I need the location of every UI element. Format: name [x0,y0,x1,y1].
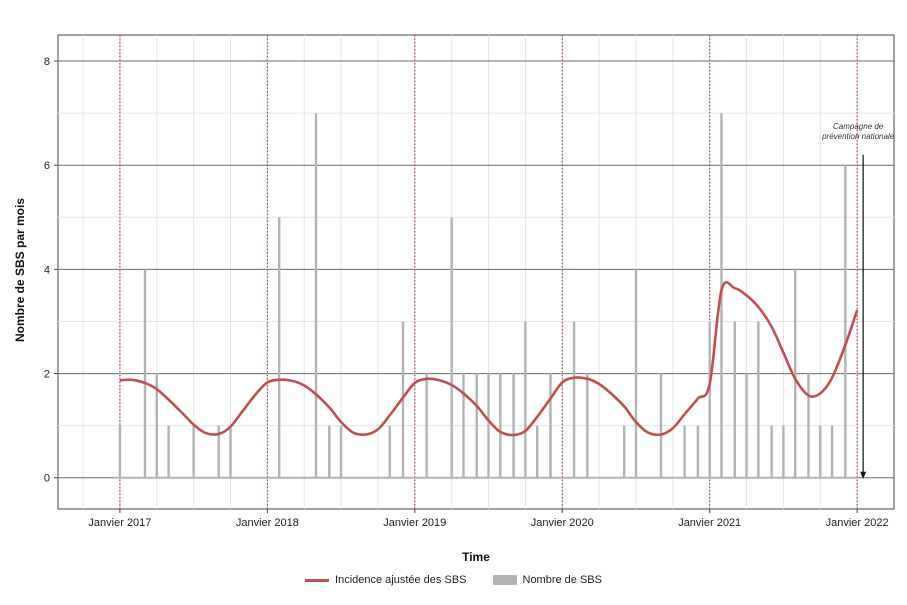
y-tick-label: 0 [44,473,50,485]
x-axis-title: Time [462,550,490,564]
bar [708,321,711,478]
bar [462,373,465,478]
bar [696,425,700,478]
bar [807,373,810,478]
legend-item-bar: Nombre de SBS [492,574,602,586]
bar [757,321,760,478]
bar [143,269,147,478]
bar [487,373,490,478]
bar [770,425,773,478]
bar [499,373,502,478]
legend-label-bar: Nombre de SBS [522,574,602,586]
bar [512,373,515,478]
bar [217,425,220,478]
bar [155,373,158,478]
annotation-text-line-2: prévention nationale [821,132,895,141]
bar [572,321,576,478]
y-axis-title: Nombre de SBS par mois [13,198,27,342]
y-tick-label: 2 [44,369,50,381]
bar [524,321,527,478]
x-axis-ticks: Janvier 2017 Janvier 2018 Janvier 2019 Janv… [88,509,889,529]
x-tick-label: Janvier 2022 [826,517,889,529]
x-tick-label: Janvier 2020 [531,517,594,529]
bar [622,425,626,478]
bar [794,269,797,478]
bar [819,425,822,478]
x-tick-label: Janvier 2021 [678,517,741,529]
bar [167,425,170,478]
y-tick-label: 6 [44,160,50,172]
bar [844,165,847,478]
bar [549,425,552,478]
bar [745,373,748,478]
bar [733,321,736,478]
incidence-curve [119,281,859,437]
bar [830,425,834,478]
bar [450,217,453,478]
legend-item-line: Incidence ajustée des SBS [305,574,467,586]
x-tick-label: Janvier 2018 [236,517,299,529]
x-tick-label: Janvier 2017 [88,517,151,529]
bar [659,373,663,478]
bar [314,113,318,478]
legend-swatch-line [305,578,330,582]
bar [683,425,686,478]
bar [328,425,331,478]
bar [277,217,281,478]
bar [634,269,638,478]
y-tick-label: 8 [44,56,50,68]
bar [339,425,343,478]
bar [192,425,195,478]
legend-swatch-bar [492,575,517,585]
bar [118,425,122,478]
annotation-arrow-head [860,471,867,479]
bar [586,373,589,478]
bar [535,425,539,478]
line-series [119,281,859,437]
bars-series [114,113,858,479]
annotation-text-line-1: Campagne de [833,122,884,131]
legend-label-line: Incidence ajustée des SBS [335,574,467,586]
bar [475,373,478,478]
annotation: Campagne de prévention nationale [821,122,895,479]
bar [782,425,785,478]
bar [425,373,428,478]
bar [229,425,232,478]
y-axis-ticks: 0 2 4 6 8 [44,56,58,485]
legend: Incidence ajustée des SBS Nombre de SBS [0,574,907,586]
x-tick-label: Janvier 2019 [383,517,446,529]
bar [388,425,391,478]
y-tick-label: 4 [44,264,50,276]
